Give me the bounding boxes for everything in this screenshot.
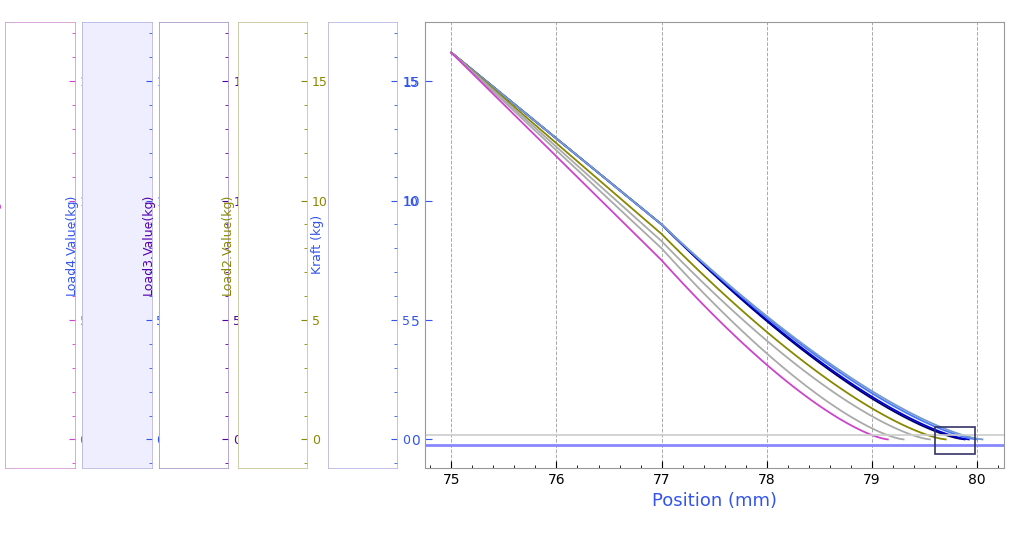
Y-axis label: Load3.Value(kg): Load3.Value(kg) — [141, 194, 155, 295]
Y-axis label: Load4.Value(kg): Load4.Value(kg) — [65, 194, 78, 295]
Y-axis label: Kraft (kg): Kraft (kg) — [383, 212, 397, 278]
X-axis label: Position (mm): Position (mm) — [651, 492, 777, 511]
Y-axis label: Load2.Value(kg): Load2.Value(kg) — [220, 194, 233, 295]
Bar — [935, 428, 975, 454]
Y-axis label: Kraft (kg): Kraft (kg) — [310, 215, 324, 274]
